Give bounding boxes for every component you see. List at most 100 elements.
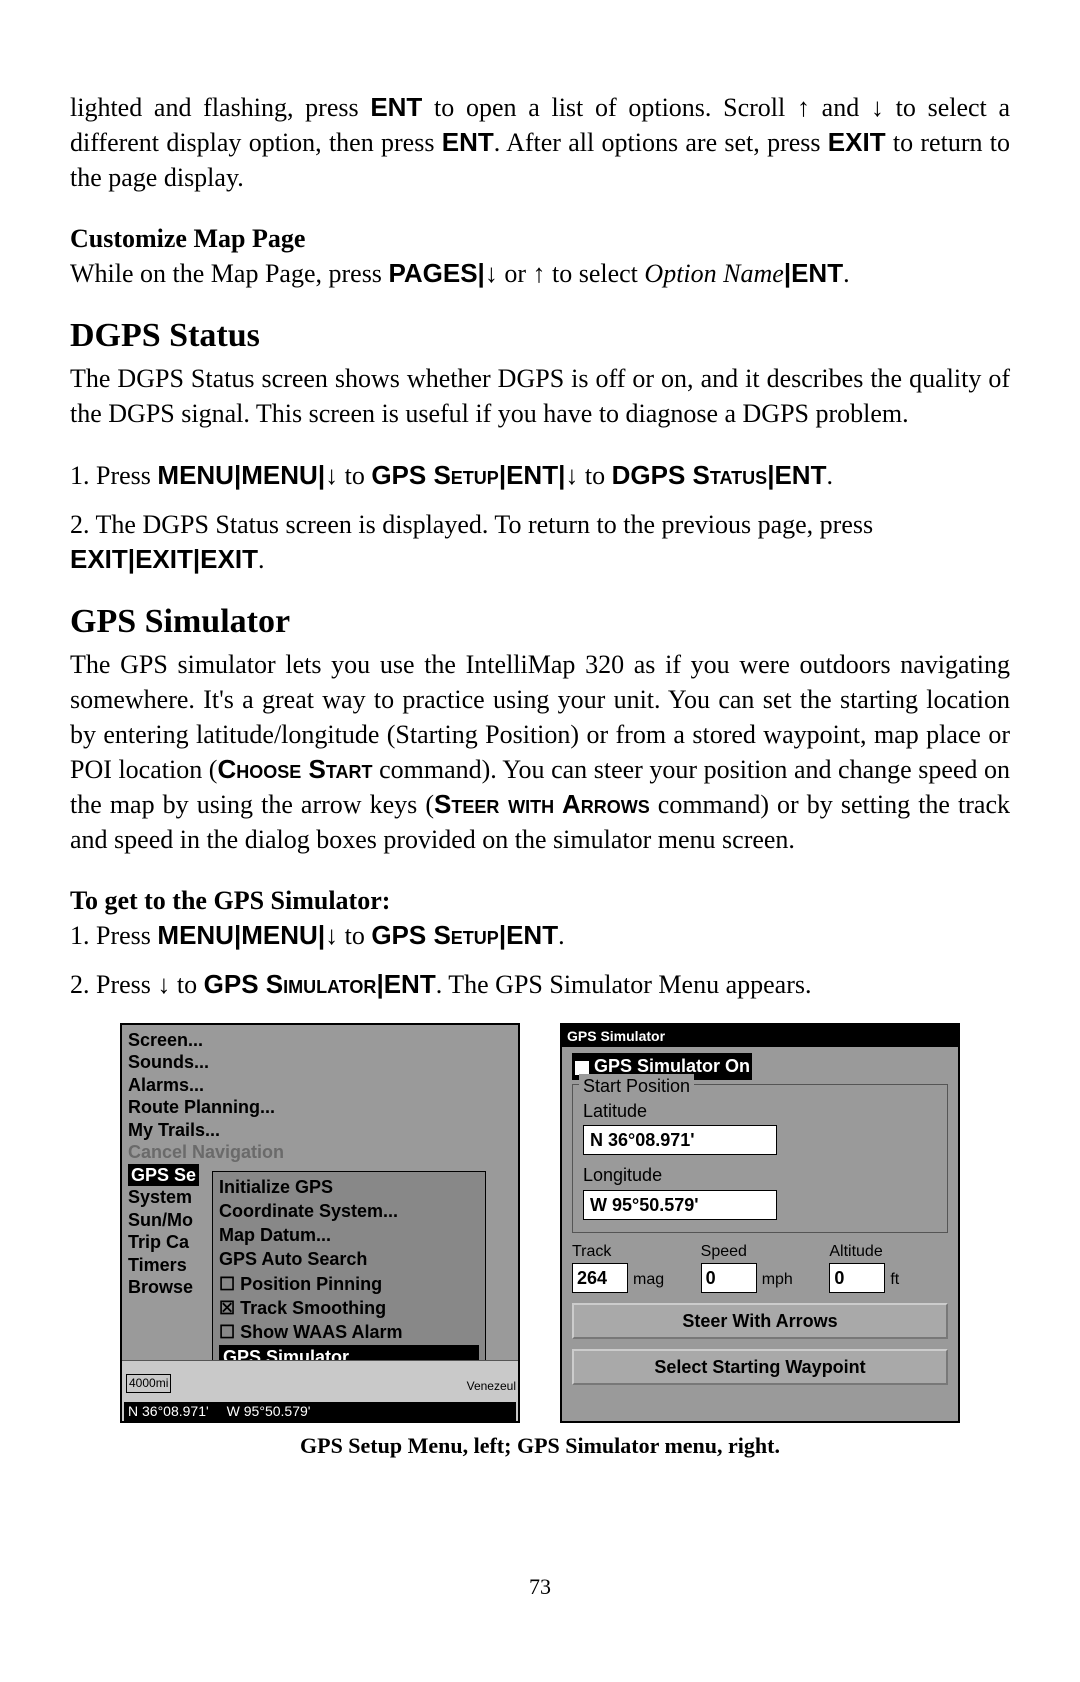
submenu-item: ☐ Show WAAS Alarm	[219, 1320, 479, 1344]
altitude-label: Altitude	[829, 1241, 948, 1263]
submenu-item: Map Datum...	[219, 1223, 479, 1247]
submenu-item: Initialize GPS	[219, 1175, 479, 1199]
text: to select	[546, 259, 645, 288]
heading-gps-simulator: GPS Simulator	[70, 599, 1010, 645]
text: .	[843, 259, 850, 288]
menu-item-selected: GPS Se	[128, 1164, 199, 1187]
heading-dgps-status: DGPS Status	[70, 313, 1010, 359]
text: to	[578, 461, 611, 490]
window-title: GPS Simulator	[562, 1025, 958, 1048]
track-label: Track	[572, 1241, 691, 1263]
submenu-item: ☒ Track Smoothing	[219, 1296, 479, 1320]
menu-item: Route Planning...	[128, 1096, 512, 1119]
map-footer: 4000mi Venezeul N 36°08.971' W 95°50.579…	[122, 1360, 518, 1421]
text: to	[170, 970, 203, 999]
speed-value: 0	[701, 1263, 757, 1293]
speed-unit: mph	[762, 1271, 793, 1288]
label: Show WAAS Alarm	[240, 1322, 402, 1342]
coord-w: W 95°50.579'	[227, 1402, 311, 1421]
menu-item: Sounds...	[128, 1051, 512, 1074]
figure-caption: GPS Setup Menu, left; GPS Simulator menu…	[70, 1431, 1010, 1461]
arrow-down-icon: ↓	[325, 460, 338, 490]
key-gps-setup: GPS Setup	[371, 460, 498, 490]
text: . After all options are set, press	[494, 128, 828, 157]
key-ent: ENT	[774, 460, 826, 490]
dgps-step1: 1. Press MENU|MENU|↓ to GPS Setup|ENT|↓ …	[70, 458, 1010, 493]
cmd-steer-arrows: Steer with Arrows	[434, 789, 650, 819]
fieldset-legend: Start Position	[579, 1074, 694, 1098]
key-menu: MENU	[241, 920, 318, 950]
dgps-step2: 2. The DGPS Status screen is displayed. …	[70, 507, 1010, 577]
text: to	[338, 921, 371, 950]
page-number: 73	[0, 1572, 1080, 1602]
key-ent: ENT	[506, 920, 558, 950]
key-ent: ENT	[384, 969, 436, 999]
start-position-fieldset: Start Position Latitude N 36°08.971' Lon…	[572, 1084, 948, 1233]
key-gps-simulator: GPS Simulator	[204, 969, 377, 999]
text: 1. Press	[70, 461, 157, 490]
label: Track Smoothing	[240, 1298, 386, 1318]
track-unit: mag	[633, 1271, 664, 1288]
map-label: Venezeul	[467, 1378, 516, 1394]
submenu-item: GPS Auto Search	[219, 1247, 479, 1271]
key-exit: EXIT	[828, 127, 886, 157]
text: . The GPS Simulator Menu appears.	[436, 970, 812, 999]
customize-map-line: While on the Map Page, press PAGES|↓ or …	[70, 256, 1010, 291]
cmd-choose-start: Choose Start	[217, 754, 372, 784]
key-exit: EXIT	[70, 544, 128, 574]
key-gps-setup: GPS Setup	[371, 920, 498, 950]
text: and	[810, 93, 871, 122]
menu-item: Screen...	[128, 1029, 512, 1052]
key-menu: MENU	[157, 920, 234, 950]
sep: |	[376, 969, 383, 999]
text: .	[826, 461, 833, 490]
gps-simulator-menu-screenshot: GPS Simulator GPS Simulator On Start Pos…	[560, 1023, 960, 1423]
key-ent: ENT	[370, 92, 422, 122]
text: to	[338, 461, 371, 490]
key-exit: EXIT	[135, 544, 193, 574]
coord-bar: N 36°08.971' W 95°50.579'	[124, 1402, 516, 1421]
text: While on the Map Page, press	[70, 259, 388, 288]
text: 1. Press	[70, 921, 157, 950]
coord-n: N 36°08.971'	[128, 1402, 209, 1421]
sep: |	[499, 460, 506, 490]
key-ent: ENT	[506, 460, 558, 490]
key-menu: MENU	[241, 460, 318, 490]
arrow-up-icon: ↑	[797, 92, 810, 122]
text: or	[498, 259, 533, 288]
arrow-down-icon: ↓	[565, 460, 578, 490]
steer-with-arrows-button: Steer With Arrows	[572, 1303, 948, 1339]
speed-label: Speed	[701, 1241, 820, 1263]
gps-setup-menu-screenshot: Screen... Sounds... Alarms... Route Plan…	[120, 1023, 520, 1423]
altitude-value: 0	[829, 1263, 885, 1293]
text: to open a list of options. Scroll	[422, 93, 797, 122]
gps-setup-submenu: Initialize GPS Coordinate System... Map …	[212, 1171, 486, 1373]
menu-item: Alarms...	[128, 1074, 512, 1097]
label: Position Pinning	[240, 1274, 382, 1294]
key-ent: ENT	[791, 258, 843, 288]
text: 2. Press	[70, 970, 157, 999]
arrow-down-icon: ↓	[325, 920, 338, 950]
dgps-paragraph: The DGPS Status screen shows whether DGP…	[70, 361, 1010, 431]
key-pages: PAGES	[388, 258, 477, 288]
option-name: Option Name	[644, 259, 783, 288]
device-screenshots: Screen... Sounds... Alarms... Route Plan…	[70, 1023, 1010, 1423]
longitude-label: Longitude	[583, 1163, 937, 1187]
arrow-down-icon: ↓	[157, 969, 170, 999]
submenu-item: Coordinate System...	[219, 1199, 479, 1223]
sim-step1: 1. Press MENU|MENU|↓ to GPS Setup|ENT.	[70, 918, 1010, 953]
select-starting-waypoint-button: Select Starting Waypoint	[572, 1349, 948, 1385]
track-value: 264	[572, 1263, 628, 1293]
arrow-down-icon: ↓	[485, 258, 498, 288]
sim-step2: 2. Press ↓ to GPS Simulator|ENT. The GPS…	[70, 967, 1010, 1002]
arrow-up-icon: ↑	[533, 258, 546, 288]
sep: |	[784, 258, 791, 288]
key-ent: ENT	[442, 127, 494, 157]
text: .	[558, 921, 565, 950]
sim-paragraph: The GPS simulator lets you use the Intel…	[70, 647, 1010, 858]
intro-paragraph: lighted and flashing, press ENT to open …	[70, 90, 1010, 195]
map-scale: 4000mi	[126, 1374, 171, 1392]
subheading-get-to-sim: To get to the GPS Simulator:	[70, 883, 1010, 918]
latitude-value: N 36°08.971'	[583, 1125, 777, 1155]
track-speed-alt-row: Track 264 mag Speed 0 mph Altitude 0 ft	[572, 1241, 948, 1293]
